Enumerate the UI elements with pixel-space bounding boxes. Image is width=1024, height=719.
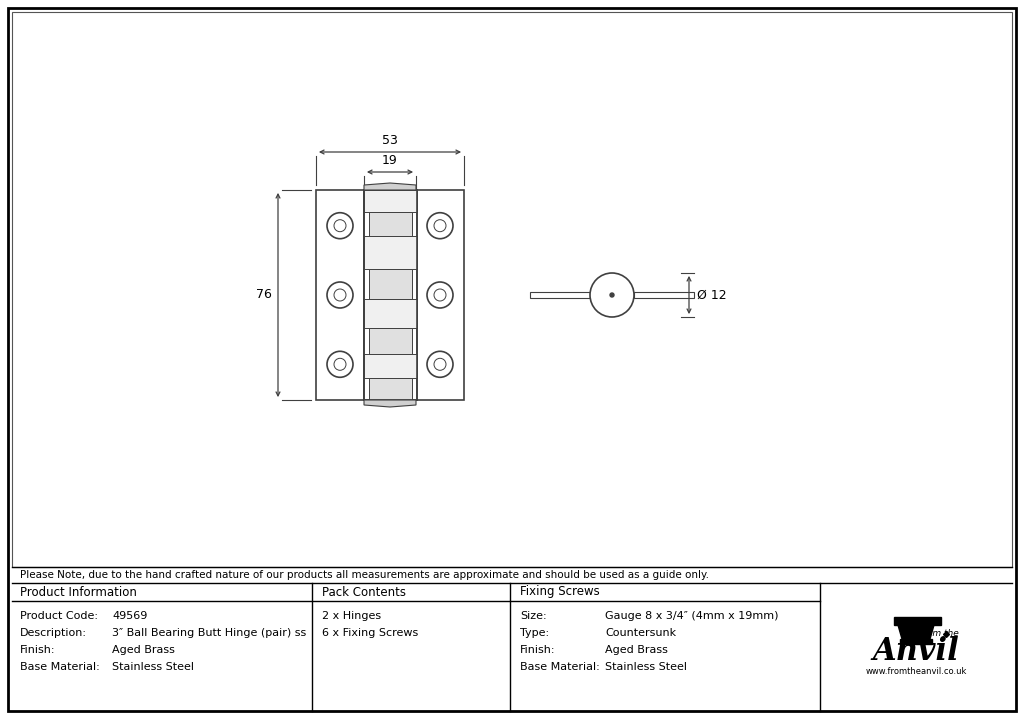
Polygon shape [898,625,934,639]
Text: Stainless Steel: Stainless Steel [112,662,194,672]
Text: 49569: 49569 [112,611,147,621]
Text: 19: 19 [382,154,398,167]
Bar [364,190,417,400]
Text: Pack Contents: Pack Contents [322,585,406,598]
Bar [369,328,412,354]
Text: Type:: Type: [520,628,549,638]
Circle shape [427,282,453,308]
Bar [364,190,417,212]
Text: Ø 12: Ø 12 [697,288,727,301]
Text: Stainless Steel: Stainless Steel [605,662,687,672]
Text: Countersunk: Countersunk [605,628,676,638]
Polygon shape [900,639,932,644]
Circle shape [590,273,634,317]
Text: Product Information: Product Information [20,585,137,598]
Circle shape [610,293,614,297]
Text: Description:: Description: [20,628,87,638]
Bar [364,237,417,269]
Text: Fixing Screws: Fixing Screws [520,585,600,598]
Bar [369,378,412,400]
Text: Base Material:: Base Material: [20,662,99,672]
Text: www.fromtheanvil.co.uk: www.fromtheanvil.co.uk [865,667,967,677]
Text: Finish:: Finish: [20,645,55,655]
Bar [894,617,941,625]
Text: Product Code:: Product Code: [20,611,98,621]
Circle shape [327,352,353,377]
Text: Aged Brass: Aged Brass [605,645,668,655]
Bar [364,190,417,400]
Bar [634,292,694,298]
Bar [416,190,464,400]
Text: Anvil: Anvil [872,636,959,667]
Circle shape [427,352,453,377]
Bar [364,354,417,378]
Text: Please Note, due to the hand crafted nature of our products all measurements are: Please Note, due to the hand crafted nat… [20,570,709,580]
Text: 2 x Hinges: 2 x Hinges [322,611,381,621]
Circle shape [327,282,353,308]
Bar [12,12,1012,567]
Text: 6 x Fixing Screws: 6 x Fixing Screws [322,628,418,638]
Bar [369,212,412,237]
Text: 76: 76 [256,288,272,301]
Text: 3″ Ball Bearing Butt Hinge (pair) ss: 3″ Ball Bearing Butt Hinge (pair) ss [112,628,306,638]
Bar [369,269,412,299]
Circle shape [427,213,453,239]
Circle shape [327,213,353,239]
Text: Gauge 8 x 3/4″ (4mm x 19mm): Gauge 8 x 3/4″ (4mm x 19mm) [605,611,778,621]
Polygon shape [364,400,416,407]
Text: Base Material:: Base Material: [520,662,600,672]
Bar [316,190,364,400]
Text: Finish:: Finish: [520,645,555,655]
Polygon shape [364,183,416,190]
Text: 53: 53 [382,134,398,147]
Text: Size:: Size: [520,611,547,621]
Bar [364,299,417,328]
Bar [530,292,590,298]
Text: Aged Brass: Aged Brass [112,645,175,655]
Text: From the: From the [918,630,958,638]
